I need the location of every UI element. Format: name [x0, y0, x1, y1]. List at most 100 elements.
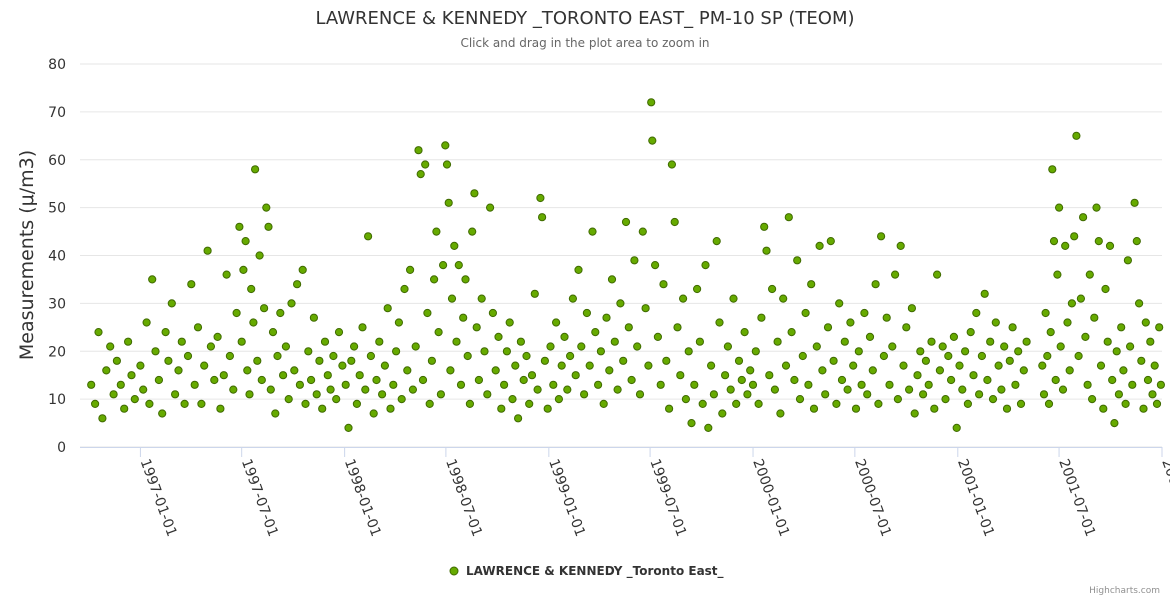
data-point[interactable]: [927, 337, 936, 346]
data-point[interactable]: [933, 270, 942, 279]
data-point[interactable]: [352, 399, 361, 408]
data-point[interactable]: [1146, 337, 1155, 346]
data-point[interactable]: [896, 241, 905, 250]
data-point[interactable]: [268, 328, 278, 337]
data-point[interactable]: [963, 399, 973, 408]
data-point[interactable]: [1103, 337, 1112, 346]
data-point[interactable]: [857, 380, 866, 389]
data-point[interactable]: [508, 395, 517, 404]
data-point[interactable]: [380, 361, 389, 370]
data-point[interactable]: [605, 366, 614, 375]
data-point[interactable]: [421, 160, 430, 169]
data-point[interactable]: [375, 337, 384, 346]
data-point[interactable]: [1117, 323, 1126, 332]
data-point[interactable]: [1061, 241, 1070, 250]
legend-item-label[interactable]: LAWRENCE & KENNEDY _Toronto East_: [466, 564, 724, 579]
data-point[interactable]: [832, 399, 841, 408]
data-point[interactable]: [1090, 313, 1099, 322]
data-point[interactable]: [522, 351, 531, 361]
data-point[interactable]: [804, 380, 813, 389]
data-point[interactable]: [1055, 203, 1064, 212]
data-point[interactable]: [1121, 399, 1130, 408]
data-point[interactable]: [899, 361, 908, 370]
data-point[interactable]: [607, 275, 617, 284]
data-point[interactable]: [450, 241, 459, 250]
data-point[interactable]: [693, 284, 702, 294]
data-point[interactable]: [245, 390, 254, 399]
data-point[interactable]: [271, 409, 280, 418]
data-point[interactable]: [1022, 337, 1031, 346]
data-point[interactable]: [174, 366, 183, 375]
data-point[interactable]: [902, 323, 911, 332]
data-point[interactable]: [821, 390, 830, 399]
data-point[interactable]: [935, 366, 945, 375]
data-point[interactable]: [364, 232, 373, 241]
data-point[interactable]: [975, 390, 984, 399]
data-point[interactable]: [690, 380, 699, 389]
data-point[interactable]: [582, 308, 592, 318]
data-point[interactable]: [1065, 366, 1074, 375]
data-point[interactable]: [213, 332, 222, 341]
data-point[interactable]: [624, 323, 633, 332]
data-point[interactable]: [488, 308, 497, 318]
data-point[interactable]: [293, 280, 302, 289]
data-point[interactable]: [164, 356, 173, 365]
data-point[interactable]: [167, 299, 176, 308]
data-point[interactable]: [726, 385, 735, 394]
data-point[interactable]: [235, 222, 244, 231]
data-point[interactable]: [809, 404, 819, 413]
data-point[interactable]: [465, 399, 474, 408]
data-point[interactable]: [980, 289, 989, 298]
data-point[interactable]: [540, 356, 550, 365]
data-point[interactable]: [588, 227, 597, 236]
data-point[interactable]: [616, 299, 625, 308]
data-point[interactable]: [154, 375, 163, 385]
data-point[interactable]: [452, 337, 461, 346]
data-point[interactable]: [323, 371, 332, 380]
data-point[interactable]: [594, 380, 603, 389]
data-point[interactable]: [439, 261, 448, 270]
data-point[interactable]: [530, 289, 539, 298]
data-point[interactable]: [665, 404, 674, 413]
data-point[interactable]: [406, 265, 415, 274]
data-point[interactable]: [768, 284, 777, 294]
data-point[interactable]: [358, 323, 367, 332]
data-point[interactable]: [1044, 399, 1054, 408]
data-point[interactable]: [549, 380, 558, 389]
data-point[interactable]: [630, 256, 639, 265]
data-point[interactable]: [863, 390, 872, 399]
data-point[interactable]: [239, 265, 248, 274]
data-point[interactable]: [723, 342, 733, 351]
data-point[interactable]: [770, 385, 780, 394]
data-point[interactable]: [442, 160, 452, 169]
data-point[interactable]: [298, 265, 307, 274]
data-point[interactable]: [972, 308, 981, 318]
data-point[interactable]: [835, 299, 844, 308]
data-point[interactable]: [190, 380, 199, 389]
data-point[interactable]: [638, 227, 647, 236]
data-point[interactable]: [687, 419, 696, 428]
data-point[interactable]: [574, 265, 583, 274]
data-point[interactable]: [486, 203, 495, 212]
data-point[interactable]: [249, 318, 258, 327]
data-point[interactable]: [868, 366, 877, 375]
data-point[interactable]: [148, 275, 157, 284]
data-point[interactable]: [434, 328, 443, 337]
data-point[interactable]: [910, 409, 919, 418]
data-point[interactable]: [109, 390, 118, 399]
data-point[interactable]: [232, 308, 241, 318]
data-point[interactable]: [795, 395, 805, 404]
data-point[interactable]: [418, 375, 428, 385]
data-point[interactable]: [829, 356, 838, 365]
data-point[interactable]: [355, 371, 364, 380]
data-point[interactable]: [1079, 213, 1088, 222]
data-point[interactable]: [536, 193, 545, 203]
data-point[interactable]: [679, 294, 688, 303]
data-point[interactable]: [400, 284, 409, 294]
data-point[interactable]: [383, 304, 392, 313]
data-point[interactable]: [776, 409, 785, 418]
data-point[interactable]: [653, 332, 663, 341]
data-point[interactable]: [667, 160, 677, 169]
data-point[interactable]: [505, 318, 514, 327]
data-point[interactable]: [1114, 390, 1124, 399]
